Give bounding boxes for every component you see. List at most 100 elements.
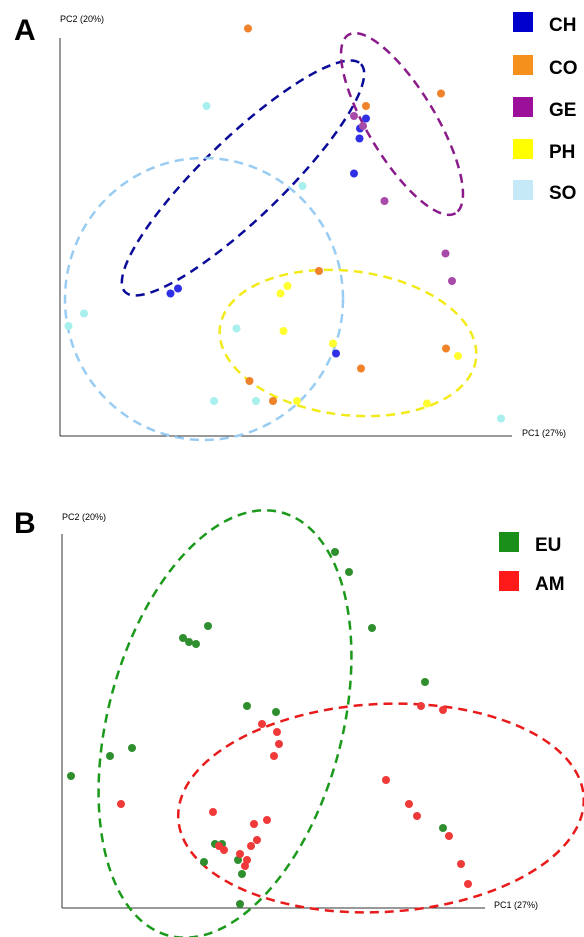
panel-a-point-ph-3 <box>279 327 288 335</box>
panel-b-y-axis-label: PC2 (20%) <box>62 512 106 522</box>
panel-b-point-am-10 <box>413 812 421 820</box>
panel-b-point-am-3 <box>258 720 266 728</box>
panel-a-point-ph-1 <box>283 282 292 290</box>
panel-b-point-eu-7 <box>368 624 376 632</box>
panel-a-point-ch-6 <box>174 284 182 293</box>
panel-b-point-am-6 <box>270 752 278 760</box>
panel-b-point-eu-20 <box>236 900 244 908</box>
panel-a-point-ph-7 <box>423 399 431 408</box>
panel-b-point-am-11 <box>209 808 217 816</box>
panel-b-point-am-23 <box>464 880 472 888</box>
panel-b-point-am-7 <box>382 776 390 784</box>
legend-label-so: SO <box>549 183 576 204</box>
panel-a-point-ch-5 <box>166 289 175 298</box>
panel-b-point-am-13 <box>250 820 258 828</box>
panel-a-point-co-1 <box>362 102 370 110</box>
panel-b-point-eu-19 <box>238 870 246 878</box>
panel-a-points <box>64 24 505 423</box>
panel-b-letter: B <box>14 507 36 540</box>
panel-a-point-ge-3 <box>380 197 389 205</box>
panel-b-point-eu-3 <box>204 622 212 630</box>
panel-a-point-so-3 <box>64 322 73 330</box>
panel-b-point-eu-6 <box>192 640 200 648</box>
panel-a-point-ge-4 <box>441 249 450 258</box>
legend-swatch-am <box>499 571 519 591</box>
panel-a-legend: CH CO GE PH SO <box>513 12 578 204</box>
panel-a-point-ch-4 <box>350 169 358 178</box>
panel-a-point-so-1 <box>202 102 211 110</box>
panel-b-point-am-8 <box>117 800 125 808</box>
panel-a-point-so-4 <box>80 309 88 318</box>
panel-b-point-am-9 <box>405 800 413 808</box>
panel-a-point-ch-7 <box>332 349 340 358</box>
panel-a-ch-ellipse <box>120 59 366 297</box>
panel-b: B PC2 (20%) PC1 (27%) EU AM <box>14 507 584 937</box>
legend-swatch-so <box>513 180 533 200</box>
panel-a-y-axis-label: PC2 (20%) <box>60 14 104 24</box>
panel-b-point-am-14 <box>253 836 261 844</box>
legend-swatch-ge <box>513 97 533 117</box>
panel-a-point-ch-3 <box>355 134 364 143</box>
panel-b-point-am-2 <box>439 706 447 714</box>
panel-a-point-ph-4 <box>329 339 337 348</box>
panel-b-am-ellipse <box>176 702 584 914</box>
legend-swatch-ch <box>513 12 533 32</box>
panel-b-point-am-21 <box>445 832 453 840</box>
panel-b-point-eu-10 <box>272 708 280 716</box>
legend-swatch-eu <box>499 532 519 552</box>
panel-a-point-co-4 <box>315 267 323 275</box>
panel-a-point-co-8 <box>442 344 450 353</box>
panel-a-point-so-8 <box>497 414 505 423</box>
panel-a-point-ph-6 <box>454 352 462 360</box>
panel-a-point-ch-1 <box>362 114 370 123</box>
panel-b-point-eu-17 <box>200 858 208 866</box>
panel-b-point-am-22 <box>457 860 465 868</box>
panel-b-point-eu-13 <box>67 772 75 780</box>
panel-b-legend: EU AM <box>499 532 565 595</box>
panel-b-point-am-20 <box>241 862 249 870</box>
panel-a-x-axis-label: PC1 (27%) <box>522 428 566 438</box>
panel-a-point-co-7 <box>357 364 365 373</box>
panel-a-point-ph-5 <box>293 397 301 405</box>
panel-a-point-so-6 <box>210 397 218 405</box>
panel-a-so-ellipse <box>63 156 345 442</box>
panel-b-point-eu-2 <box>345 568 353 576</box>
panel-b-point-eu-12 <box>106 752 114 760</box>
panel-b-point-am-4 <box>273 728 281 736</box>
legend-label-eu: EU <box>535 535 561 556</box>
panel-a-point-co-3 <box>437 89 445 98</box>
legend-label-am: AM <box>535 574 565 595</box>
panel-b-point-am-12 <box>263 816 271 824</box>
panel-b-point-am-1 <box>417 702 425 710</box>
panel-b-x-axis-label: PC1 (27%) <box>494 900 538 910</box>
panel-b-point-eu-1 <box>331 548 339 556</box>
panel-a-letter: A <box>14 14 36 47</box>
legend-label-co: CO <box>549 58 578 79</box>
panel-a-point-ge-2 <box>359 122 367 130</box>
panel-b-point-eu-11 <box>128 744 136 752</box>
panel-b-eu-ellipse <box>97 509 353 937</box>
panel-a-point-co-2 <box>244 24 252 33</box>
panel-a-point-ge-1 <box>350 112 358 120</box>
panel-b-point-am-17 <box>220 846 228 854</box>
panel-b-point-eu-8 <box>421 678 429 686</box>
legend-swatch-co <box>513 55 533 75</box>
panel-a-ph-ellipse <box>218 268 478 418</box>
panel-a-point-co-6 <box>269 397 277 405</box>
panel-a-point-ge-5 <box>448 277 456 285</box>
panel-b-point-eu-14 <box>439 824 447 832</box>
panel-a-point-so-2 <box>298 182 307 190</box>
legend-label-ph: PH <box>549 142 575 163</box>
panel-b-point-eu-4 <box>179 634 187 642</box>
panel-b-points <box>67 548 472 908</box>
legend-swatch-ph <box>513 139 533 159</box>
panel-a-ge-ellipse <box>339 31 465 217</box>
panel-a-point-co-5 <box>245 377 254 385</box>
legend-label-ch: CH <box>549 15 576 36</box>
panel-a-point-so-7 <box>252 397 260 405</box>
panel-b-point-am-16 <box>247 842 255 850</box>
panel-a-point-ph-2 <box>276 289 285 298</box>
panel-b-point-am-18 <box>236 850 244 858</box>
panel-a-point-so-5 <box>232 324 241 333</box>
